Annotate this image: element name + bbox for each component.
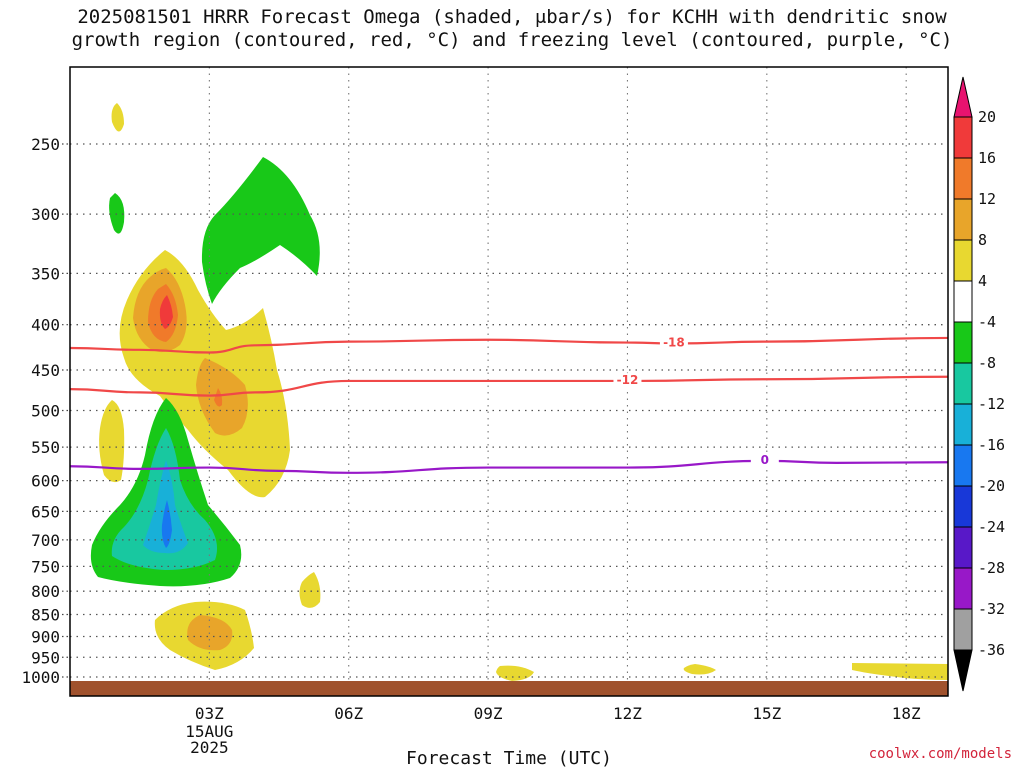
colorbar-swatch bbox=[953, 321, 973, 364]
omega-region-orange-mid2 bbox=[196, 358, 248, 436]
x-tick-label: 15Z bbox=[752, 704, 781, 723]
colorbar-label: 8 bbox=[978, 231, 987, 249]
y-tick-label: 500 bbox=[31, 402, 60, 421]
contour-label-bg bbox=[750, 453, 779, 468]
y-tick-label: 300 bbox=[31, 205, 60, 224]
x-tick-label: 06Z bbox=[334, 704, 363, 723]
colorbar-label: 4 bbox=[978, 272, 987, 290]
colorbar-label: -20 bbox=[978, 477, 1005, 495]
y-tick-label: 800 bbox=[31, 582, 60, 601]
source-credit: coolwx.com/models bbox=[868, 746, 1012, 762]
colorbar-swatch bbox=[953, 567, 973, 610]
y-tick-label: 650 bbox=[31, 502, 60, 521]
colorbar-swatch bbox=[953, 362, 973, 405]
x-tick-sublabel: 2025 bbox=[190, 738, 229, 757]
colorbar-swatch bbox=[953, 444, 973, 487]
omega-region-upper-green bbox=[201, 157, 320, 304]
plot-area: -18 -12 0 bbox=[70, 67, 948, 696]
y-tick-label: 850 bbox=[31, 606, 60, 625]
omega-region-red-core bbox=[159, 295, 173, 329]
gridlines bbox=[70, 67, 948, 696]
omega-region-orange-core2 bbox=[214, 388, 223, 407]
colorbar-label: 20 bbox=[978, 108, 996, 126]
contour-label-bg bbox=[659, 335, 688, 350]
y-tick-label: 950 bbox=[31, 648, 60, 667]
colorbar-label: -32 bbox=[978, 600, 1005, 618]
y-tick-label: 1000 bbox=[21, 668, 60, 687]
colorbar-label: -36 bbox=[978, 641, 1005, 659]
contour-label: 0 bbox=[761, 453, 769, 467]
colorbar-label: -28 bbox=[978, 559, 1005, 577]
colorbar-swatch bbox=[953, 280, 973, 323]
contour-line bbox=[70, 375, 948, 397]
colorbar-top-arrow bbox=[953, 76, 973, 118]
x-axis-label: Forecast Time (UTC) bbox=[406, 748, 612, 768]
x-tick-label: 18Z bbox=[892, 704, 921, 723]
omega-region-left-yellow bbox=[99, 400, 125, 483]
omega-region-upper-speck bbox=[111, 103, 124, 132]
colorbar-swatch bbox=[953, 239, 973, 282]
contour-label-bg bbox=[613, 373, 642, 388]
colorbar: 20 16 12 8 4 -4 -8 -12 -16 -20 -24 -28 -32 -36 bbox=[953, 76, 1005, 692]
colorbar-label: -24 bbox=[978, 518, 1005, 536]
contour-line bbox=[70, 459, 948, 474]
colorbar-label: -8 bbox=[978, 354, 996, 372]
colorbar-swatch bbox=[953, 403, 973, 446]
y-tick-label: 450 bbox=[31, 361, 60, 380]
x-tick-label: 03Z bbox=[195, 704, 224, 723]
contour-label: -18 bbox=[663, 336, 685, 350]
y-tick-label: 550 bbox=[31, 438, 60, 457]
contour-line bbox=[70, 336, 948, 354]
y-axis: 250 300 350 400 450 500 550 600 650 700 750 800 850 9… bbox=[21, 135, 70, 687]
colorbar-swatch bbox=[953, 485, 973, 528]
colorbar-swatch bbox=[953, 198, 973, 241]
y-tick-label: 600 bbox=[31, 472, 60, 491]
contour-label: -12 bbox=[617, 373, 639, 387]
chart-title: 2025081501 HRRR Forecast Omega (shaded, … bbox=[0, 6, 1024, 52]
x-tick-label: 12Z bbox=[613, 704, 642, 723]
omega-region-sfc-2 bbox=[683, 664, 716, 675]
colorbar-label: 16 bbox=[978, 149, 996, 167]
x-tick-label: 09Z bbox=[474, 704, 503, 723]
plot-frame bbox=[69, 66, 949, 697]
y-tick-label: 900 bbox=[31, 627, 60, 646]
colorbar-label: -16 bbox=[978, 436, 1005, 454]
colorbar-label: -12 bbox=[978, 395, 1005, 413]
y-tick-label: 350 bbox=[31, 264, 60, 283]
omega-region-low-speck bbox=[299, 572, 321, 608]
omega-region-sfc-3 bbox=[852, 663, 948, 680]
ground-strip bbox=[70, 681, 948, 696]
colorbar-label: -4 bbox=[978, 313, 996, 331]
y-tick-label: 250 bbox=[31, 135, 60, 154]
colorbar-swatch bbox=[953, 526, 973, 569]
omega-region-upper-left-green bbox=[109, 193, 125, 234]
contours: -18 -12 0 bbox=[70, 335, 948, 474]
y-tick-label: 700 bbox=[31, 531, 60, 550]
title-line-2: growth region (contoured, red, °C) and f… bbox=[71, 29, 953, 51]
colorbar-swatch bbox=[953, 157, 973, 200]
y-tick-label: 750 bbox=[31, 557, 60, 576]
y-tick-label: 400 bbox=[31, 316, 60, 335]
colorbar-swatch bbox=[953, 116, 973, 159]
colorbar-bottom-arrow bbox=[953, 649, 973, 692]
title-line-1: 2025081501 HRRR Forecast Omega (shaded, … bbox=[77, 6, 947, 28]
x-tick-sublabel: 15AUG bbox=[185, 722, 233, 741]
omega-region-blue-core bbox=[161, 500, 172, 548]
colorbar-swatch bbox=[953, 608, 973, 651]
colorbar-label: 12 bbox=[978, 190, 996, 208]
